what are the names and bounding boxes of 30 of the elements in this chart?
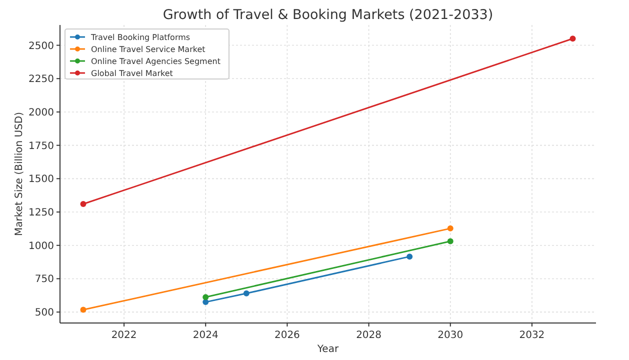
y-tick-label: 1750 (28, 140, 54, 152)
x-tick-label: 2028 (356, 330, 382, 341)
y-tick-label: 750 (34, 274, 54, 286)
x-tick-label: 2022 (111, 330, 137, 341)
point (202, 294, 209, 300)
y-tick-label: 2250 (28, 74, 54, 86)
legend-label: Online Travel Agencies Segment (91, 57, 220, 66)
x-tick-label: 2032 (519, 330, 545, 341)
point (80, 201, 86, 208)
point (80, 306, 86, 313)
legend-label: Global Travel Market (91, 69, 173, 78)
point (570, 36, 576, 42)
y-tick-label: 2000 (28, 107, 54, 118)
y-axis-title: Market Size (Billion USD) (14, 112, 25, 236)
x-tick-label: 2030 (438, 330, 464, 341)
y-tick-label: 1500 (28, 174, 54, 186)
point (406, 254, 413, 260)
legend-label: Travel Booking Platforms (90, 33, 190, 42)
point (447, 238, 454, 244)
point (447, 225, 454, 232)
y-tick-label: 2500 (28, 40, 54, 52)
x-tick-label: 2024 (192, 330, 218, 341)
y-tick-label: 1000 (28, 240, 54, 252)
y-tick-label: 1250 (28, 208, 54, 219)
chart-title: Growth of Travel & Booking Markets (2021-2033) (162, 7, 494, 23)
legend-label: Online Travel Service Market (91, 45, 206, 54)
x-tick-label: 2026 (274, 330, 300, 341)
x-axis-title: Year (316, 344, 340, 355)
point (243, 290, 250, 296)
y-tick-label: 500 (34, 308, 54, 319)
